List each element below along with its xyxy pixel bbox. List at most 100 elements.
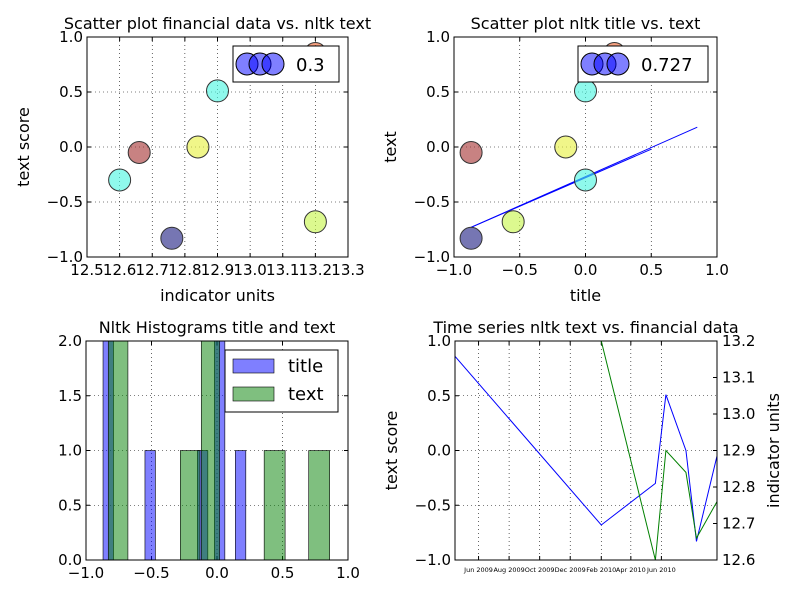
timeseries-ytick-label: 1.0 [427,332,451,350]
timeseries-xtick-label: Jun 2009 [463,566,493,574]
scatter2-ytick-label: 0.0 [426,138,450,156]
hist-ytick-label: 0.5 [58,496,82,514]
scatter2-point [459,141,483,164]
timeseries-title: Time series nltk text vs. financial data [432,318,738,337]
scatter1-panel: 12.5 12.6 12.7 12.8 12.9 13.0 13.1 13.2 13.3 −1.0… [14,14,371,305]
scatter2-panel: −1.0 −0.5 0.0 0.5 1.0 −1.0 −0.5 0.0 0.5 1.0 Scatte… [381,14,729,305]
hist-ytick-label: 2.0 [58,332,82,350]
scatter2-fit-line [470,148,652,228]
scatter1-xtick-label: 13.0 [233,261,266,279]
hist-xtick-label: 0.5 [271,564,295,582]
scatter1-xtick-label: 13.3 [331,261,364,279]
timeseries-y2tick-label: 12.7 [722,515,755,533]
timeseries-ylabel: text score [382,411,401,491]
scatter1-title: Scatter plot financial data vs. nltk tex… [64,14,371,33]
scatter1-xtick-label: 12.6 [103,261,136,279]
scatter1-point [127,141,151,164]
timeseries-ytick-label: −0.5 [415,496,451,514]
timeseries-xtick-label: Dec 2009 [555,566,586,574]
scatter1-ytick-label: −1.0 [47,248,83,266]
scatter2-xlabel: title [570,286,601,305]
timeseries-ytick-label: −1.0 [415,551,451,569]
timeseries-xtick-label: Jun 2010 [646,566,676,574]
hist-bar-text [180,450,201,561]
scatter1-xtick-label: 12.9 [201,261,234,279]
scatter2-point [574,168,597,192]
scatter2-ylabel: text [381,131,400,163]
hist-title: Nltk Histograms title and text [99,318,336,337]
scatter2-legend-marker [606,52,630,76]
scatter2-xtick-label: −0.5 [502,261,538,279]
scatter1-xtick-label: 12.8 [168,261,201,279]
hist-bar-text [263,450,286,561]
hist-ytick-label: 1.5 [58,387,82,405]
timeseries-y2tick-label: 12.9 [722,442,755,460]
hist-xtick-label: −1.0 [68,564,104,582]
timeseries-xtick-label: Oct 2009 [525,566,555,574]
timeseries-y2tick-label: 13.1 [722,369,755,387]
scatter1-xtick-label: 13.2 [299,261,332,279]
scatter1-xtick-label: 12.5 [70,261,103,279]
scatter1-point [160,226,184,250]
scatter2-legend-label: 0.727 [641,55,693,76]
timeseries-y2tick-label: 12.8 [722,478,755,496]
timeseries-y2label: indicator units [764,393,783,508]
scatter1-ytick-label: 0.5 [59,83,83,101]
timeseries-panel: Jun 2009 Aug 2009 Oct 2009 Dec 2009 Feb 2010… [382,318,783,574]
timeseries-ytick-label: 0.5 [427,387,451,405]
scatter2-ytick-label: −0.5 [414,193,450,211]
hist-xtick-label: 1.0 [336,564,360,582]
hist-ytick-label: 1.0 [58,442,82,460]
scatter1-xtick-label: 12.7 [136,261,169,279]
timeseries-y2tick-label: 13.0 [722,405,755,423]
timeseries-y2tick-label: 12.6 [722,551,755,569]
scatter1-ytick-label: −0.5 [47,193,83,211]
scatter1-xtick-label: 13.1 [266,261,299,279]
scatter1-ylabel: text score [14,107,33,187]
hist-ytick-label: 0.0 [58,551,82,569]
timeseries-y2tick-label: 13.2 [722,332,755,350]
scatter1-ytick-label: 1.0 [59,28,83,46]
scatter2-xtick-label: 0.5 [639,261,663,279]
timeseries-xtick-label: Aug 2009 [493,566,524,574]
scatter2-point [574,79,597,103]
scatter2-point [459,226,483,250]
hist-bar-title [144,450,156,561]
hist-xtick-label: −0.5 [133,564,169,582]
timeseries-xtick-label: Feb 2010 [586,566,616,574]
hist-bar-text [308,450,330,561]
hist-frame [85,340,349,561]
scatter2-point [501,210,525,234]
hist-bar-text [200,340,220,561]
timeseries-xtick-label: Apr 2010 [616,566,646,574]
hist-legend-swatch-text [232,386,275,402]
scatter2-xtick-label: 1.0 [705,261,729,279]
scatter1-ytick-label: 0.0 [59,138,83,156]
timeseries-series-line-left [454,356,718,542]
scatter1-point [108,168,132,192]
scatter1-legend-marker [261,52,285,76]
scatter2-frame [453,36,718,258]
hist-bar-text [107,340,129,561]
scatter2-title: Scatter plot nltk title vs. text [471,14,701,33]
hist-xtick-label: 0.0 [205,564,229,582]
scatter1-frame [86,36,349,258]
scatter2-ytick-label: 1.0 [426,28,450,46]
scatter2-xtick-label: −1.0 [436,261,472,279]
hist-legend-swatch-title [232,358,275,374]
scatter1-xlabel: indicator units [160,286,275,305]
scatter1-legend-label: 0.3 [296,55,325,76]
scatter1-point [206,79,229,103]
scatter2-point [554,135,578,159]
timeseries-frame [454,340,718,561]
hist-legend-label-title: title [288,356,323,377]
hist-legend-label-text: text [288,384,324,405]
scatter2-ytick-label: 0.5 [426,83,450,101]
scatter1-point [303,210,327,234]
timeseries-series-line-right [455,340,718,561]
hist-panel: −1.0 −0.5 0.0 0.5 1.0 0.0 0.5 1.0 1.5 2.0 Nltk His… [58,318,360,582]
hist-bar-title [235,450,247,561]
timeseries-ytick-label: 0.0 [427,442,451,460]
scatter1-point [186,135,210,159]
